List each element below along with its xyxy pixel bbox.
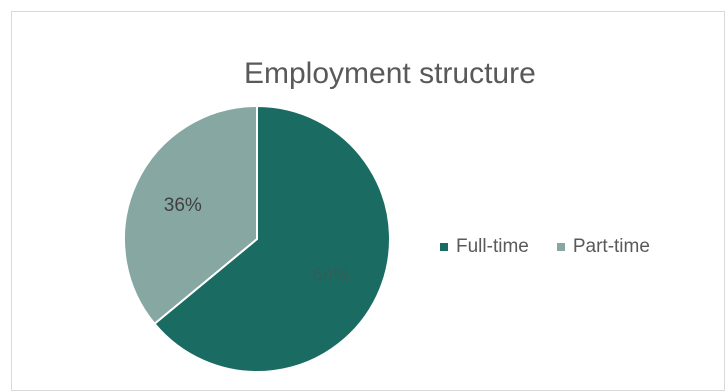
legend-item-part-time: Part-time xyxy=(556,236,650,258)
pie-slice-part-time xyxy=(123,104,258,326)
data-label-part-time: 36% xyxy=(164,195,202,216)
legend-item-full-time: Full-time xyxy=(440,236,529,258)
legend-label-part-time: Part-time xyxy=(572,236,650,257)
data-label-full-time: 64% xyxy=(312,265,350,286)
legend-label-full-time: Full-time xyxy=(456,236,529,257)
pie-slice-full-time xyxy=(153,104,391,373)
legend-swatch-part-time xyxy=(556,243,565,251)
chart-legend: Full-time Part-time xyxy=(440,236,650,258)
chart-title: Employment structure xyxy=(244,57,536,90)
legend-swatch-full-time xyxy=(440,243,448,251)
